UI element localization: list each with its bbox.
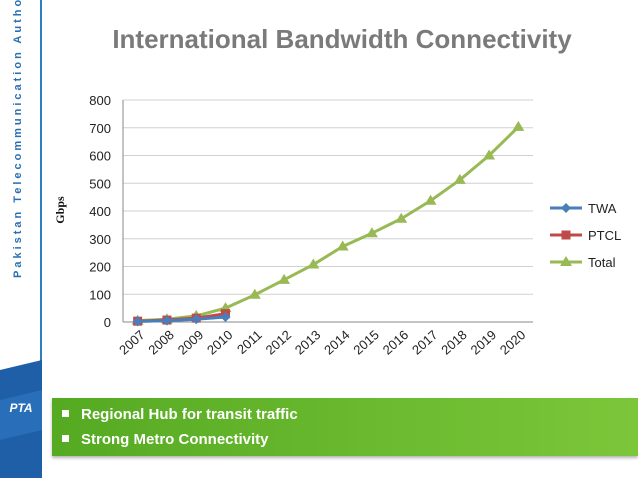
- y-tick-label: 200: [89, 260, 111, 275]
- data-point-total: [483, 149, 496, 160]
- bullet-text: Strong Metro Connectivity: [81, 431, 269, 448]
- sidebar: Pakistan Telecommunication Authority PTA: [0, 0, 48, 478]
- bullet-square-icon: [62, 409, 69, 417]
- legend-marker-twa: [561, 203, 571, 213]
- x-tick-label: 2009: [175, 327, 207, 357]
- data-point-total: [307, 258, 320, 269]
- slide-title: International Bandwidth Connectivity: [112, 24, 572, 54]
- bullet-square-icon: [62, 434, 69, 442]
- x-tick-label: 2018: [438, 327, 470, 357]
- y-tick-label: 400: [89, 204, 111, 219]
- x-tick-label: 2020: [497, 327, 529, 357]
- y-tick-label: 600: [89, 149, 111, 164]
- legend-label: Total: [588, 255, 616, 270]
- x-tick-label: 2017: [409, 327, 441, 357]
- x-tick-label: 2019: [468, 327, 500, 357]
- bullet-item: Strong Metro Connectivity: [62, 431, 269, 448]
- y-tick-label: 300: [89, 232, 111, 247]
- legend-marker-total: [560, 256, 572, 266]
- x-tick-label: 2016: [380, 327, 412, 357]
- organization-name: Pakistan Telecommunication Authority: [12, 0, 24, 278]
- y-tick-label: 800: [89, 93, 111, 108]
- bullet-item: Regional Hub for transit traffic: [62, 406, 298, 423]
- logo-text: PTA: [9, 401, 32, 415]
- y-tick-label: 700: [89, 121, 111, 136]
- data-point-total: [395, 212, 408, 223]
- y-axis-label: Gbps: [53, 196, 67, 224]
- pta-logo: PTA: [0, 360, 42, 478]
- y-tick-label: 100: [89, 287, 111, 302]
- logo-stripe: [0, 390, 42, 440]
- data-point-total: [424, 194, 437, 205]
- legend-marker-ptcl: [561, 230, 571, 240]
- bullet-text: Regional Hub for transit traffic: [81, 406, 298, 423]
- y-tick-label: 500: [89, 176, 111, 191]
- data-point-twa: [161, 315, 172, 326]
- bandwidth-chart: 0100200300400500600700800200720082009201…: [53, 93, 621, 358]
- x-tick-label: 2013: [292, 327, 324, 357]
- data-point-twa: [191, 314, 202, 325]
- data-point-total: [453, 173, 466, 184]
- data-point-total: [248, 288, 261, 299]
- x-tick-label: 2014: [321, 327, 353, 357]
- y-tick-label: 0: [104, 315, 111, 330]
- data-point-twa: [132, 316, 143, 327]
- x-tick-label: 2007: [116, 327, 148, 357]
- x-tick-label: 2008: [145, 327, 177, 357]
- legend-label: TWA: [588, 201, 617, 216]
- sidebar-divider: [40, 0, 42, 478]
- series-line-twa: [137, 315, 226, 323]
- data-point-total: [512, 120, 525, 131]
- x-tick-label: 2011: [234, 327, 265, 357]
- x-tick-label: 2012: [263, 327, 295, 357]
- data-point-total: [278, 273, 291, 284]
- data-point-total: [365, 227, 378, 238]
- x-tick-label: 2010: [204, 327, 236, 357]
- data-point-total: [336, 240, 349, 251]
- data-point-twa: [220, 312, 231, 323]
- bullet-banner: Regional Hub for transit traffic Strong …: [52, 398, 638, 456]
- legend-label: PTCL: [588, 228, 621, 243]
- x-tick-label: 2015: [350, 327, 382, 357]
